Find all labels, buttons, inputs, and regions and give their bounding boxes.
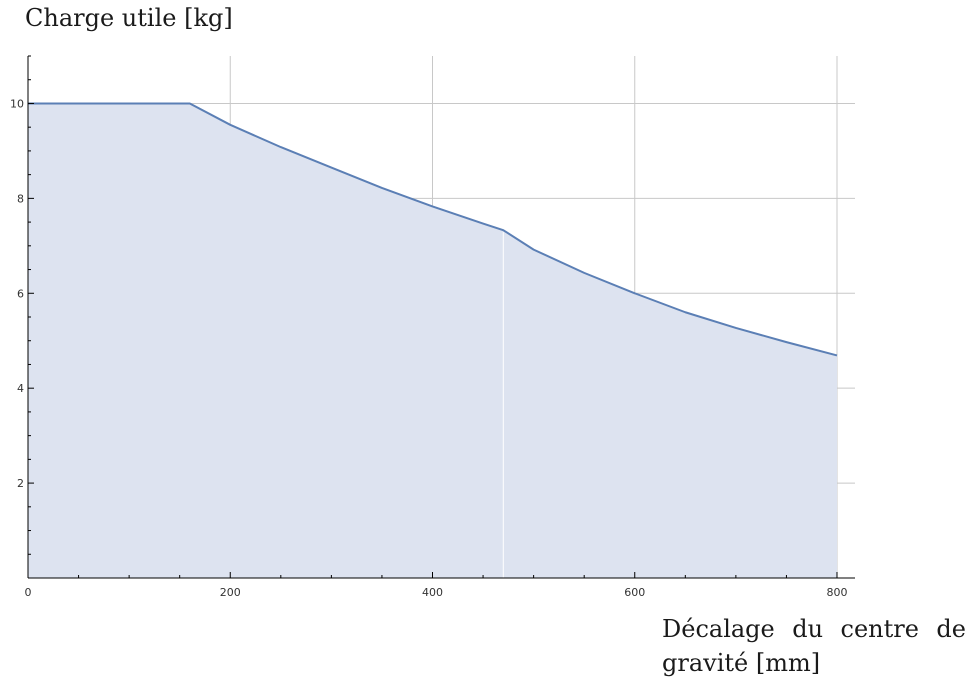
series-line-layer	[28, 102, 838, 578]
y-tick-label: 2	[17, 477, 24, 490]
y-tick-label: 8	[17, 192, 24, 205]
area-fill-layer	[28, 103, 837, 578]
x-axis-label: Décalage du centre de gravité [mm]	[662, 615, 966, 677]
x-tick-label: 200	[220, 586, 241, 599]
tick-labels: 0 200 400 600 800 2 4 6 8 10	[10, 97, 848, 599]
x-tick-label: 400	[422, 586, 443, 599]
y-tick-label: 10	[10, 97, 24, 110]
y-tick-label: 4	[17, 382, 24, 395]
x-tick-label: 0	[25, 586, 32, 599]
series-line	[28, 102, 838, 357]
area-fill	[28, 103, 837, 578]
y-tick-label: 6	[17, 287, 24, 300]
y-axis-label: Charge utile [kg]	[25, 4, 233, 32]
x-tick-label: 600	[624, 586, 645, 599]
axes	[27, 55, 855, 579]
x-tick-label: 800	[827, 586, 848, 599]
